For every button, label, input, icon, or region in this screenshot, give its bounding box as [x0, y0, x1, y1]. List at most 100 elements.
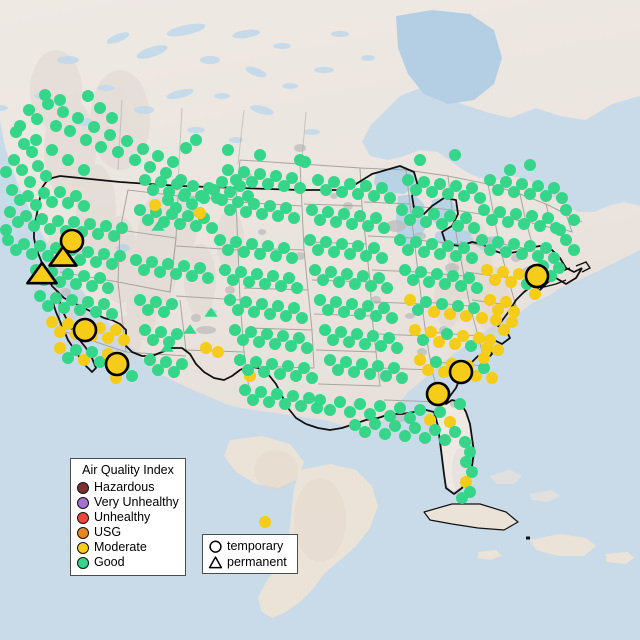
- station-marker[interactable]: [458, 190, 470, 202]
- station-marker[interactable]: [433, 336, 445, 348]
- station-marker[interactable]: [216, 176, 228, 188]
- station-marker[interactable]: [240, 296, 252, 308]
- station-marker[interactable]: [94, 272, 106, 284]
- station-marker[interactable]: [360, 250, 372, 262]
- station-marker[interactable]: [0, 224, 12, 236]
- station-marker[interactable]: [288, 212, 300, 224]
- station-marker[interactable]: [137, 143, 149, 155]
- station-marker[interactable]: [548, 182, 560, 194]
- station-marker[interactable]: [447, 270, 459, 282]
- station-marker[interactable]: [31, 113, 43, 125]
- station-marker[interactable]: [404, 412, 416, 424]
- station-marker[interactable]: [162, 258, 174, 270]
- station-marker[interactable]: [95, 141, 107, 153]
- station-marker[interactable]: [256, 298, 268, 310]
- station-marker[interactable]: [344, 406, 356, 418]
- station-marker[interactable]: [271, 388, 283, 400]
- station-marker[interactable]: [152, 150, 164, 162]
- station-marker[interactable]: [328, 246, 340, 258]
- station-marker[interactable]: [424, 414, 436, 426]
- station-marker[interactable]: [422, 364, 434, 376]
- station-marker[interactable]: [222, 164, 234, 176]
- station-marker[interactable]: [410, 236, 422, 248]
- station-marker[interactable]: [554, 224, 566, 236]
- station-marker[interactable]: [410, 184, 422, 196]
- station-marker[interactable]: [206, 222, 218, 234]
- station-marker[interactable]: [540, 190, 552, 202]
- station-marker[interactable]: [344, 178, 356, 190]
- legend-item-good[interactable]: Good: [77, 555, 179, 570]
- station-marker[interactable]: [144, 354, 156, 366]
- station-marker-highlighted[interactable]: [59, 228, 85, 254]
- station-marker[interactable]: [439, 278, 451, 290]
- station-marker[interactable]: [560, 204, 572, 216]
- station-marker[interactable]: [18, 238, 30, 250]
- station-marker[interactable]: [526, 210, 538, 222]
- station-marker[interactable]: [338, 208, 350, 220]
- station-marker[interactable]: [134, 294, 146, 306]
- station-marker[interactable]: [510, 208, 522, 220]
- station-marker[interactable]: [246, 176, 258, 188]
- station-marker[interactable]: [6, 184, 18, 196]
- station-marker[interactable]: [304, 234, 316, 246]
- station-marker[interactable]: [170, 268, 182, 280]
- station-marker[interactable]: [134, 204, 146, 216]
- station-marker[interactable]: [166, 298, 178, 310]
- station-marker[interactable]: [108, 230, 120, 242]
- station-marker[interactable]: [84, 218, 96, 230]
- station-marker[interactable]: [312, 174, 324, 186]
- station-marker[interactable]: [319, 324, 331, 336]
- station-marker[interactable]: [262, 178, 274, 190]
- station-marker[interactable]: [80, 134, 92, 146]
- station-marker[interactable]: [232, 304, 244, 316]
- station-marker[interactable]: [293, 332, 305, 344]
- station-marker[interactable]: [254, 248, 266, 260]
- station-marker[interactable]: [64, 125, 76, 137]
- station-marker[interactable]: [368, 190, 380, 202]
- station-marker[interactable]: [94, 356, 106, 368]
- station-marker[interactable]: [455, 280, 467, 292]
- station-marker[interactable]: [46, 316, 58, 328]
- station-marker[interactable]: [68, 216, 80, 228]
- station-marker[interactable]: [407, 274, 419, 286]
- station-marker[interactable]: [500, 296, 512, 308]
- station-marker[interactable]: [38, 187, 50, 199]
- station-marker[interactable]: [417, 334, 429, 346]
- station-marker[interactable]: [116, 222, 128, 234]
- station-marker[interactable]: [494, 206, 506, 218]
- legend-item-usg[interactable]: USG: [77, 525, 179, 540]
- station-marker[interactable]: [492, 236, 504, 248]
- station-marker[interactable]: [324, 404, 336, 416]
- station-marker[interactable]: [486, 372, 498, 384]
- station-marker[interactable]: [183, 324, 197, 334]
- station-marker[interactable]: [78, 354, 90, 366]
- station-marker[interactable]: [171, 328, 183, 340]
- station-marker[interactable]: [346, 218, 358, 230]
- station-marker[interactable]: [442, 188, 454, 200]
- station-marker[interactable]: [42, 250, 54, 262]
- station-marker[interactable]: [286, 252, 298, 264]
- station-marker[interactable]: [352, 188, 364, 200]
- station-marker[interactable]: [54, 326, 66, 338]
- legend-item-moderate[interactable]: Moderate: [77, 540, 179, 555]
- station-marker[interactable]: [160, 356, 172, 368]
- station-marker[interactable]: [234, 180, 246, 192]
- station-marker[interactable]: [508, 306, 520, 318]
- station-marker[interactable]: [505, 276, 517, 288]
- station-marker[interactable]: [322, 206, 334, 218]
- station-marker[interactable]: [138, 264, 150, 276]
- station-marker[interactable]: [267, 270, 279, 282]
- station-marker[interactable]: [291, 282, 303, 294]
- station-marker[interactable]: [62, 197, 74, 209]
- station-marker[interactable]: [508, 186, 520, 198]
- station-marker[interactable]: [98, 248, 110, 260]
- station-marker[interactable]: [381, 282, 393, 294]
- station-marker[interactable]: [396, 372, 408, 384]
- station-marker[interactable]: [90, 306, 102, 318]
- station-marker[interactable]: [158, 306, 170, 318]
- station-marker[interactable]: [261, 328, 273, 340]
- station-marker[interactable]: [444, 210, 456, 222]
- station-marker[interactable]: [4, 206, 16, 218]
- station-marker[interactable]: [154, 266, 166, 278]
